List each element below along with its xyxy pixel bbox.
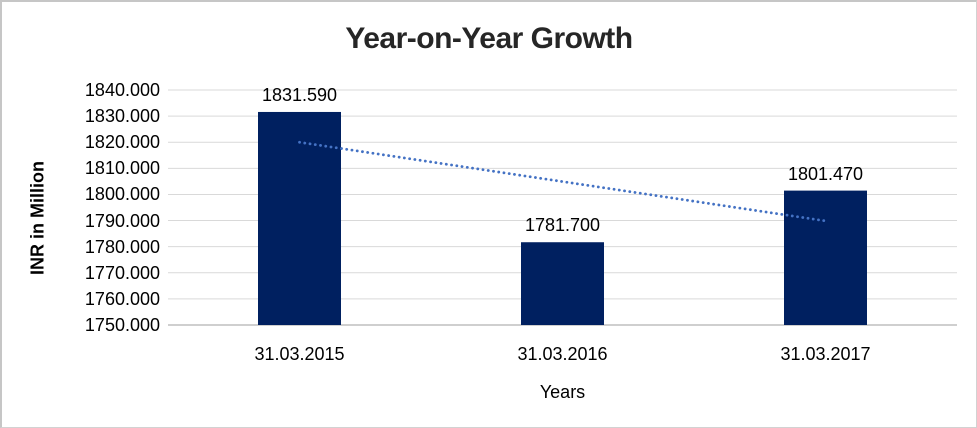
- x-tick-label: 31.03.2016: [517, 344, 608, 364]
- bar-data-label: 1781.700: [524, 215, 601, 236]
- bar: [521, 242, 604, 325]
- chart-title: Year-on-Year Growth: [345, 22, 633, 55]
- x-tick-label: 31.03.2015: [254, 344, 345, 364]
- y-tick-label: 1830.000: [84, 106, 160, 127]
- y-tick-label: 1810.000: [84, 158, 160, 179]
- x-tick-label: 31.03.2017: [780, 344, 871, 364]
- bar-data-label: 1831.590: [261, 84, 338, 105]
- bar-data-label: 1801.470: [787, 163, 864, 184]
- y-tick-label: 1750.000: [84, 315, 160, 335]
- y-tick-label: 1790.000: [84, 210, 160, 231]
- y-tick-label: 1760.000: [84, 288, 160, 309]
- y-tick-label: 1840.000: [84, 80, 160, 100]
- bar: [258, 111, 341, 325]
- trendline: [298, 140, 827, 223]
- y-tick-label: 1820.000: [84, 132, 160, 153]
- y-tick-label: 1770.000: [84, 262, 160, 283]
- bar: [784, 190, 867, 325]
- x-axis-title: Years: [539, 382, 586, 402]
- y-tick-label: 1780.000: [84, 236, 160, 257]
- y-tick-label: 1800.000: [84, 184, 160, 205]
